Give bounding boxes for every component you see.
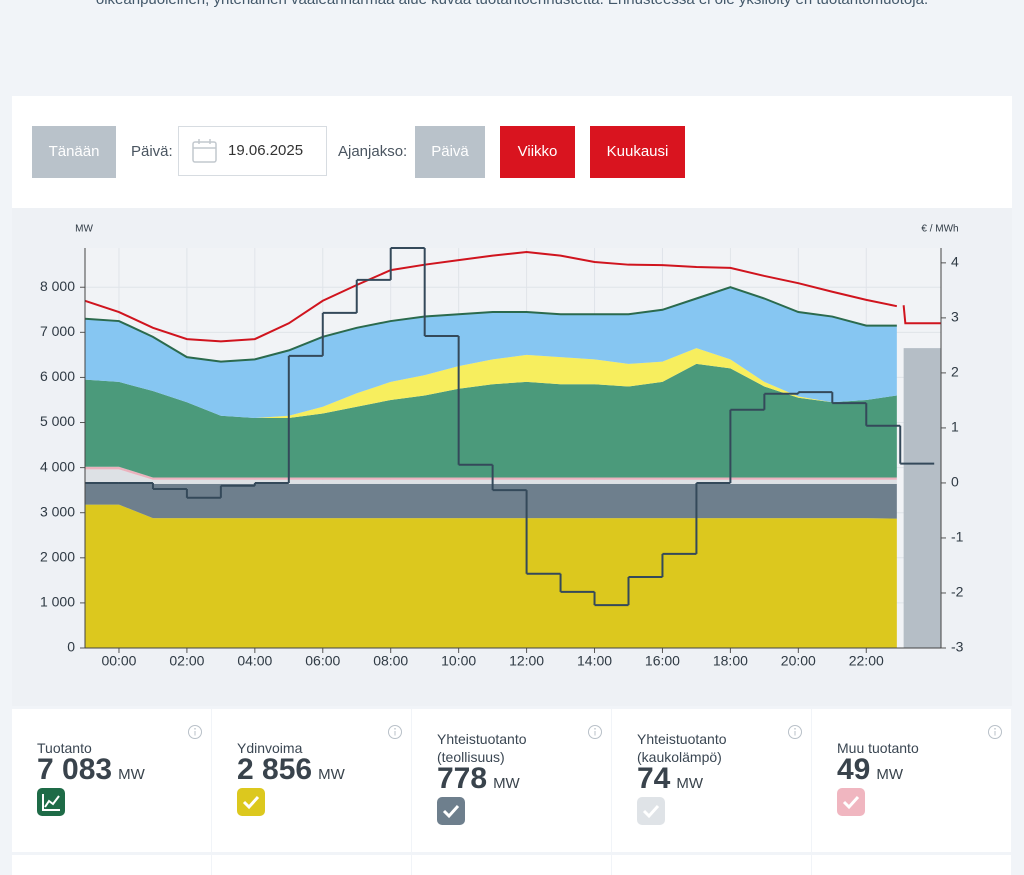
line [902,305,941,325]
card-value: 778 [437,762,488,795]
x-tick-label: 22:00 [849,653,884,669]
x-tick-label: 12:00 [509,653,544,669]
y2-tick-label: 3 [951,309,959,325]
card-title: Yhteistuotanto (teollisuus) [437,731,527,765]
card-icon [237,788,265,816]
card: Ydinvoima 2 856 MW [212,709,411,852]
card-unit: MW [118,766,145,783]
area [903,348,941,648]
y-tick-label: 8 000 [40,278,75,294]
x-tick-label: 00:00 [101,653,136,669]
y-tick-label: 7 000 [40,323,75,339]
card: Tuotanto 7 083 MW [12,709,211,852]
x-tick-label: 06:00 [305,653,340,669]
line [84,251,898,343]
y-axis-unit: MW [75,224,93,235]
y-tick-label: 3 000 [40,503,75,519]
card: Yhteistuotanto (kaukolämpö) 74 MW [612,709,811,852]
info-icon[interactable] [387,724,403,740]
controls-panel: Tänään Päivä: 19.06.2025 Ajanjakso: Päiv… [12,96,1012,208]
y-tick-label: 1 000 [40,594,75,610]
x-tick-label: 10:00 [441,653,476,669]
y-tick-label: 2 000 [40,549,75,565]
info-icon[interactable] [587,724,603,740]
card-title: Muu tuotanto [837,740,919,756]
today-button[interactable]: Tänään [32,126,116,178]
y2-tick-label: -2 [951,584,964,600]
card-unit: MW [876,766,904,783]
card-title: Ydinvoima [237,740,303,756]
period-day-button[interactable]: Päivä [415,126,485,178]
card-unit: MW [318,766,345,783]
card-icon [37,788,65,816]
card-value: 74 [637,762,671,795]
card-icon [837,788,865,816]
period-month-button[interactable]: Kuukausi [590,126,685,178]
card-title: Tuotanto [37,740,92,756]
chart-panel: MW € / MWh 0 1 000 2 000 3 000 4 000 5 000 6 0… [12,208,1012,706]
y2-tick-label: -3 [951,639,964,655]
area [85,466,897,480]
chart: MW € / MWh 0 1 000 2 000 3 000 4 000 5 000 6 0… [40,224,964,669]
y2-tick-label: -1 [951,529,964,545]
card-placeholder [612,855,811,875]
card: Muu tuotanto 49 MW [812,709,1011,852]
line [84,286,897,363]
card-icon [437,797,465,825]
x-tick-label: 08:00 [373,653,408,669]
area [85,348,897,419]
card-value: 49 [837,753,871,786]
card-unit: MW [676,775,704,792]
x-tick-label: 16:00 [645,653,680,669]
y2-tick-label: 1 [951,419,959,435]
card: Yhteistuotanto (teollisuus) 778 MW [412,709,611,852]
info-icon[interactable] [787,724,803,740]
card-placeholder [212,855,411,875]
area [85,504,897,648]
date-label: Päivä: [131,143,173,160]
calendar-icon [192,139,217,163]
y-tick-label: 0 [67,639,75,655]
card-placeholder [812,855,1011,875]
y2-axis-unit: € / MWh [921,224,958,235]
card-icon [637,797,665,825]
card-placeholder [12,855,211,875]
area [85,482,897,519]
card-value: 7 083 [37,753,113,786]
y2-tick-label: 2 [951,364,959,380]
period-label: Ajanjakso: [338,143,408,160]
date-input[interactable]: 19.06.2025 [178,126,327,176]
x-tick-label: 14:00 [577,653,612,669]
x-tick-label: 18:00 [713,653,748,669]
info-icon[interactable] [987,724,1003,740]
y-tick-label: 4 000 [40,458,75,474]
x-tick-label: 02:00 [169,653,204,669]
info-icon[interactable] [187,724,203,740]
date-value: 19.06.2025 [228,142,304,159]
card-placeholder [412,855,611,875]
period-week-button[interactable]: Viikko [500,126,575,178]
intro-text: oikeanpuoleinen, yhtenäinen vaaleanharma… [0,0,1024,8]
y-tick-label: 6 000 [40,368,75,384]
x-tick-label: 04:00 [237,653,272,669]
y2-tick-label: 0 [951,474,959,490]
y2-tick-label: 4 [951,254,959,270]
x-tick-label: 20:00 [781,653,816,669]
card-value: 2 856 [237,753,313,786]
card-title: Yhteistuotanto (kaukolämpö) [637,731,727,765]
y-tick-label: 5 000 [40,413,75,429]
card-unit: MW [493,775,520,792]
